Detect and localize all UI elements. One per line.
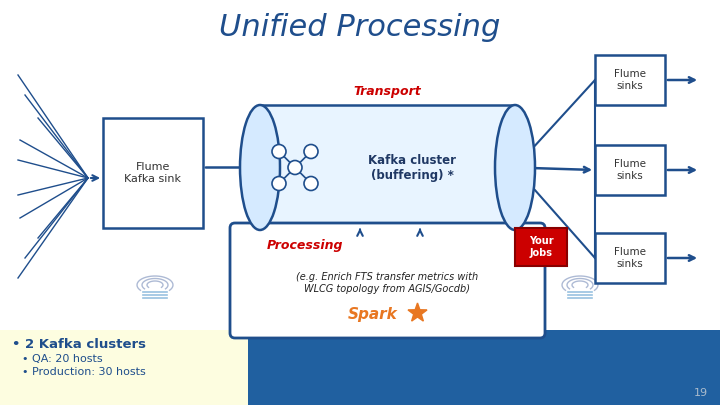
Text: Flume
Kafka sink: Flume Kafka sink [125,162,181,184]
Text: Spark: Spark [348,307,397,322]
Text: • Production: 30 hosts: • Production: 30 hosts [22,367,145,377]
Text: Kafka cluster
(buffering) *: Kafka cluster (buffering) * [369,153,456,181]
Text: Your
Jobs: Your Jobs [528,236,553,258]
Circle shape [288,160,302,175]
FancyBboxPatch shape [595,233,665,283]
Circle shape [304,177,318,190]
Text: (e.g. Enrich FTS transfer metrics with
WLCG topology from AGIS/Gocdb): (e.g. Enrich FTS transfer metrics with W… [297,272,479,294]
Circle shape [304,145,318,158]
Text: Flume
sinks: Flume sinks [614,247,646,269]
Polygon shape [408,303,427,321]
Text: Processing: Processing [266,239,343,252]
Circle shape [272,177,286,190]
Text: • QA: 20 hosts: • QA: 20 hosts [22,354,103,364]
FancyBboxPatch shape [230,223,545,338]
Text: Transport: Transport [354,85,421,98]
FancyBboxPatch shape [248,330,720,405]
FancyBboxPatch shape [103,118,203,228]
Ellipse shape [240,105,280,230]
FancyBboxPatch shape [595,55,665,105]
Text: • 2 Kafka clusters: • 2 Kafka clusters [12,338,146,351]
FancyBboxPatch shape [0,330,248,405]
Text: Flume
sinks: Flume sinks [614,69,646,91]
FancyBboxPatch shape [260,105,515,230]
Text: 19: 19 [694,388,708,398]
Text: Flume
sinks: Flume sinks [614,159,646,181]
Text: Unified Processing: Unified Processing [220,13,500,43]
FancyBboxPatch shape [595,145,665,195]
Ellipse shape [495,105,535,230]
Circle shape [272,145,286,158]
FancyBboxPatch shape [515,228,567,266]
